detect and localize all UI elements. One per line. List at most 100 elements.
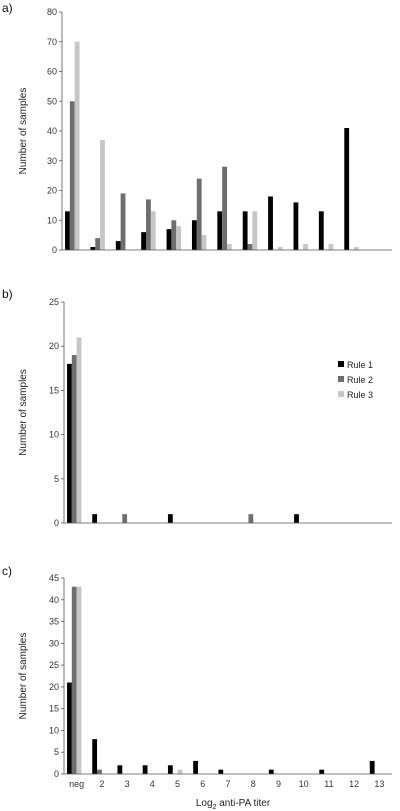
x-tick-label: 7	[225, 779, 230, 789]
legend-label: Rule 1	[347, 360, 373, 370]
y-tick-label: 10	[49, 725, 59, 735]
bar-rule-1-10	[293, 202, 299, 250]
x-tick-label: 13	[374, 779, 384, 789]
y-tick-label: 25	[49, 660, 59, 670]
bar-rule-3-5	[176, 226, 182, 250]
bar-rule-1-7	[217, 211, 223, 250]
y-axis-title: Number of samples	[18, 633, 29, 720]
bar-rule-2-2	[97, 769, 102, 774]
y-axis-title: Number of samples	[18, 369, 29, 456]
y-tick-label: 30	[47, 156, 57, 166]
x-tick-label: 11	[324, 779, 333, 789]
y-tick-label: 0	[54, 518, 59, 528]
bar-rule-1-8	[242, 211, 248, 250]
x-tick-label: neg	[69, 779, 84, 789]
bar-rule-1-6	[191, 220, 197, 250]
bar-rule-3-neg	[76, 337, 82, 523]
bar-rule-1-10	[294, 514, 299, 523]
bar-rule-1-neg	[67, 682, 72, 774]
bar-rule-2-3	[122, 514, 128, 523]
bar-rule-3-6	[201, 235, 207, 251]
bar-rule-1-11	[318, 211, 324, 250]
y-tick-label: 40	[49, 595, 59, 605]
bar-rule-3-2	[100, 139, 105, 250]
bar-rule-2-8	[247, 244, 253, 250]
bar-rule-2-6	[196, 178, 202, 250]
bar-rule-1-4	[142, 765, 148, 774]
chart-panel-a: a) Number of samples 0 10 20 30 40 50 60 70 80	[2, 1, 392, 255]
bar-rule-1-9	[268, 769, 274, 774]
bar-rule-2-neg	[71, 355, 77, 523]
bar-rule-2-7	[222, 166, 227, 250]
legend-label: Rule 3	[347, 390, 373, 400]
legend: Rule 1 Rule 2 Rule 3	[338, 360, 373, 400]
bar-rule-2-2	[95, 238, 101, 250]
panel-label: a)	[2, 1, 13, 15]
y-tick-label: 10	[47, 215, 57, 225]
bar-rule-1-neg	[65, 211, 70, 250]
x-tick-label: 10	[299, 779, 309, 789]
bar-rule-2-8	[248, 514, 254, 523]
bar-rule-1-2	[92, 514, 98, 523]
y-tick-label: 5	[54, 747, 59, 757]
bar-rule-3-9	[277, 247, 283, 250]
y-tick-label: 0	[52, 245, 57, 255]
y-tick-label: 30	[49, 638, 59, 648]
x-tick-label: 5	[175, 779, 180, 789]
x-tick-label: 12	[349, 779, 359, 789]
x-axis-title: Log2 anti-PA titer	[196, 798, 271, 811]
y-tick-label: 5	[54, 474, 59, 484]
bar-rule-1-neg	[67, 363, 72, 523]
y-tick-label: 50	[47, 96, 57, 106]
bar-rule-3-8	[252, 211, 258, 250]
bar-rule-3-neg	[76, 586, 82, 774]
y-tick-label: 0	[54, 769, 59, 779]
chart-panel-c: c)Number of samples051015202530354045neg…	[2, 564, 392, 789]
bar-rule-3-4	[150, 211, 156, 250]
y-axis-title: Number of samples	[18, 88, 29, 175]
y-tick-label: 70	[47, 37, 57, 47]
bar-rule-1-12	[344, 128, 350, 250]
bar-rule-3-5	[177, 769, 183, 774]
bar-rule-3-7	[227, 244, 232, 250]
bar-rule-2-neg	[69, 101, 75, 250]
bar-rule-3-neg	[74, 41, 80, 250]
y-tick-label: 45	[49, 573, 59, 583]
bar-rule-1-5	[166, 229, 172, 250]
x-tick-label: 9	[276, 779, 281, 789]
bar-rule-1-9	[268, 196, 273, 250]
panel-label: b)	[2, 287, 13, 301]
legend-swatch	[338, 361, 344, 367]
y-tick-label: 35	[49, 617, 59, 627]
y-tick-label: 20	[49, 682, 59, 692]
bar-rule-1-6	[193, 760, 198, 774]
bar-rule-2-5	[171, 220, 177, 250]
y-tick-label: 20	[49, 341, 59, 351]
bar-rule-2-neg	[71, 586, 77, 774]
legend-label: Rule 2	[347, 375, 373, 385]
bar-rule-1-3	[117, 765, 123, 774]
legend-swatch	[338, 376, 344, 382]
y-tick-label: 15	[49, 704, 59, 714]
bar-rule-3-12	[353, 247, 359, 250]
bar-rule-1-5	[167, 514, 173, 523]
bar-rule-1-7	[218, 769, 224, 774]
bar-rule-1-2	[92, 739, 98, 774]
bar-rule-1-11	[319, 769, 325, 774]
x-tick-label: 3	[125, 779, 130, 789]
y-tick-label: 40	[47, 126, 57, 136]
panel-label: c)	[2, 564, 12, 578]
legend-swatch	[338, 391, 344, 397]
y-tick-label: 15	[49, 385, 59, 395]
bar-rule-3-11	[328, 244, 334, 250]
bar-rule-2-4	[146, 199, 151, 250]
bar-rule-1-13	[369, 760, 375, 774]
y-tick-label: 25	[49, 297, 59, 307]
bar-rule-1-2	[90, 247, 96, 250]
bar-rule-2-3	[120, 193, 126, 250]
bar-rule-1-5	[167, 765, 173, 774]
x-tick-label: 2	[99, 779, 104, 789]
x-tick-label: 8	[251, 779, 256, 789]
